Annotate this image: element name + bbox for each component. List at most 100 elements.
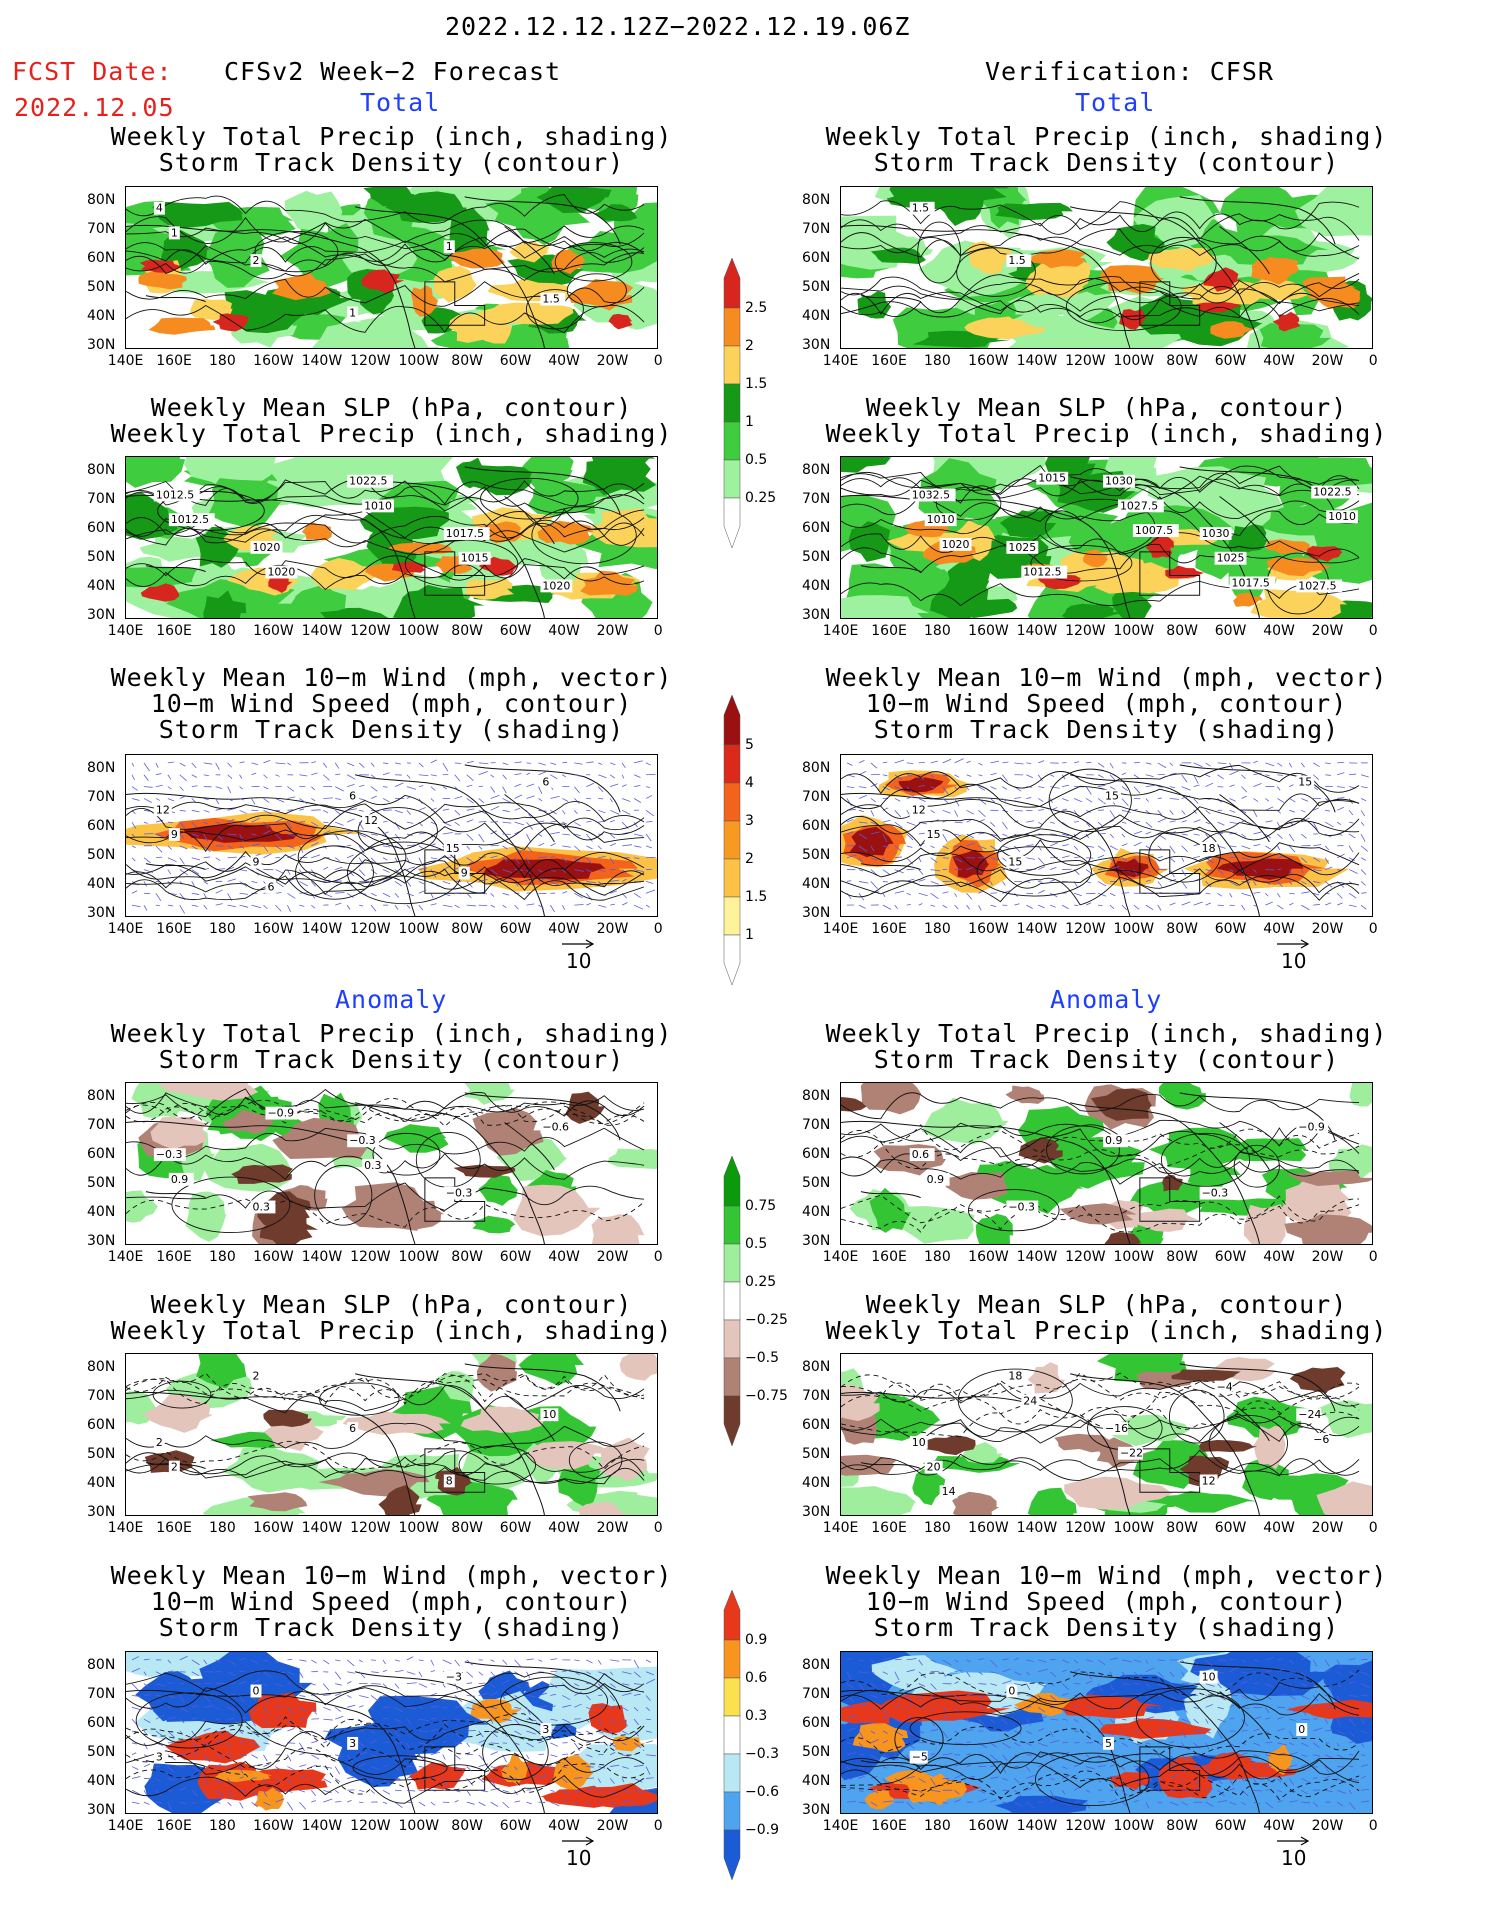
lon-tick-label: 100W [1113, 1818, 1155, 1834]
anomaly-shade [926, 1435, 976, 1456]
svg-text:1015: 1015 [461, 552, 489, 565]
precip-shade [391, 561, 428, 574]
colorbar-segment [723, 782, 741, 822]
svg-text:20: 20 [927, 1461, 941, 1474]
lat-tick-label: 30N [87, 607, 116, 623]
panel-title-line: Storm Track Density (contour) [873, 148, 1340, 177]
lat-tick-label: 40N [87, 1204, 116, 1220]
precip-shade [582, 459, 657, 496]
contour-label: 1020 [939, 538, 972, 551]
contour-label: 1015 [458, 552, 491, 565]
contour-label: 15 [1006, 856, 1025, 869]
colorbar-segment [723, 744, 741, 784]
lat-tick-label: 50N [802, 847, 831, 863]
svg-text:−3: −3 [446, 1671, 462, 1684]
svg-text:1025: 1025 [1217, 552, 1245, 565]
lon-tick-label: 20W [1311, 1249, 1344, 1265]
contour-label: 1027.5 [1117, 499, 1164, 512]
contour-label: 1030 [1103, 475, 1135, 488]
svg-text:1025: 1025 [1008, 541, 1036, 554]
lat-tick-label: 60N [87, 818, 116, 834]
lon-tick-label: 160E [156, 1249, 192, 1265]
svg-text:1007.5: 1007.5 [1135, 524, 1173, 537]
colorbar-label: −0.9 [745, 1822, 779, 1838]
colorbar-segment [723, 1357, 741, 1397]
colorbar-segment [723, 694, 741, 746]
contour-label: 15 [1296, 776, 1315, 789]
svg-text:−0.6: −0.6 [542, 1120, 569, 1133]
lon-tick-label: 120W [1065, 623, 1106, 639]
svg-text:9: 9 [253, 856, 260, 869]
panel-title-line: 10−m Wind Speed (mph, contour) [150, 1587, 633, 1616]
contour-label: 3 [153, 1751, 165, 1764]
svg-text:12: 12 [364, 814, 378, 827]
wind-vectors [131, 759, 656, 914]
contour-label: 1022.5 [347, 475, 393, 488]
lat-tick-label: 50N [87, 847, 116, 863]
lon-tick-label: 60W [499, 623, 532, 639]
lon-tick-label: 60W [1214, 353, 1247, 369]
lon-tick-label: 180 [924, 1520, 951, 1536]
anomaly-shade [272, 1117, 378, 1160]
lon-tick-label: 0 [1368, 623, 1378, 639]
lon-tick-label: 180 [924, 921, 951, 937]
forecast-map-slp-anomaly: 2 2 6 8 10 2 [125, 1353, 658, 1516]
anomaly-shade [1226, 1396, 1309, 1438]
lon-tick-label: 160W [968, 1520, 1009, 1536]
contour-label: −4 [1214, 1381, 1233, 1394]
precip-shade [981, 316, 1027, 340]
anomaly-shade [876, 1690, 1011, 1723]
lon-tick-label: 100W [398, 921, 440, 937]
lon-tick-label: 120W [1065, 921, 1106, 937]
lon-tick-label: 0 [1368, 353, 1378, 369]
precip-shade [320, 607, 390, 618]
anomaly-shade [607, 1148, 657, 1170]
colorbar-label: 0.75 [745, 1198, 777, 1214]
lat-tick-label: 30N [802, 905, 831, 921]
contour-label: 1030 [1199, 527, 1232, 540]
lon-tick-label: 0 [653, 921, 663, 937]
svg-text:1017.5: 1017.5 [1232, 576, 1270, 589]
svg-text:−4: −4 [1217, 1381, 1233, 1394]
precip-shade [401, 589, 476, 616]
lon-tick-label: 80W [451, 921, 483, 937]
lon-tick-label: 40W [548, 623, 580, 639]
anomaly-shade [196, 1354, 247, 1389]
lon-tick-label: 120W [1065, 1249, 1106, 1265]
contour-label: 14 [939, 1485, 958, 1498]
anomaly-shade [185, 1191, 227, 1242]
panel-title-line: Storm Track Density (shading) [158, 715, 625, 744]
contour-lines [841, 1092, 1360, 1233]
contour-label: 10 [1199, 1671, 1218, 1684]
svg-text:18: 18 [1202, 842, 1216, 855]
svg-text:4: 4 [156, 202, 163, 215]
lon-tick-label: 160W [968, 623, 1009, 639]
anomaly-shade [476, 1354, 518, 1392]
anomaly-section-right: Anomaly [1050, 985, 1163, 1014]
anomaly-shade [871, 1655, 962, 1690]
lat-tick-label: 40N [802, 876, 831, 892]
colorbar-segment [723, 1753, 741, 1793]
precip-shade [212, 313, 249, 332]
lat-tick-label: 40N [802, 1475, 831, 1491]
anomaly-shade [841, 1454, 897, 1476]
colorbar-segment [723, 497, 741, 549]
verification-map-slp-anomaly: 10 18 −16 12 −24 20 24 −22 −4 −6 14 [840, 1353, 1373, 1516]
panel-title-line: Weekly Total Precip (inch, shading) [110, 419, 673, 448]
lat-tick-label: 70N [802, 1388, 831, 1404]
svg-text:1: 1 [349, 306, 356, 319]
svg-text:8: 8 [446, 1474, 453, 1487]
contour-label: 12 [909, 803, 928, 816]
lat-tick-label: 60N [802, 520, 831, 536]
anomaly-shade [1059, 1203, 1137, 1225]
lat-tick-label: 70N [87, 1388, 116, 1404]
contour-label: 0 [1006, 1685, 1018, 1697]
anomaly-shade [841, 1485, 917, 1515]
precip-shade [301, 522, 333, 541]
lon-tick-label: 60W [499, 1520, 532, 1536]
panel-title-line: Storm Track Density (shading) [873, 715, 1340, 744]
contour-lines [841, 200, 1360, 332]
anomaly-section-left: Anomaly [335, 985, 448, 1014]
lat-tick-label: 40N [87, 578, 116, 594]
storm-density-shade [1216, 858, 1304, 880]
